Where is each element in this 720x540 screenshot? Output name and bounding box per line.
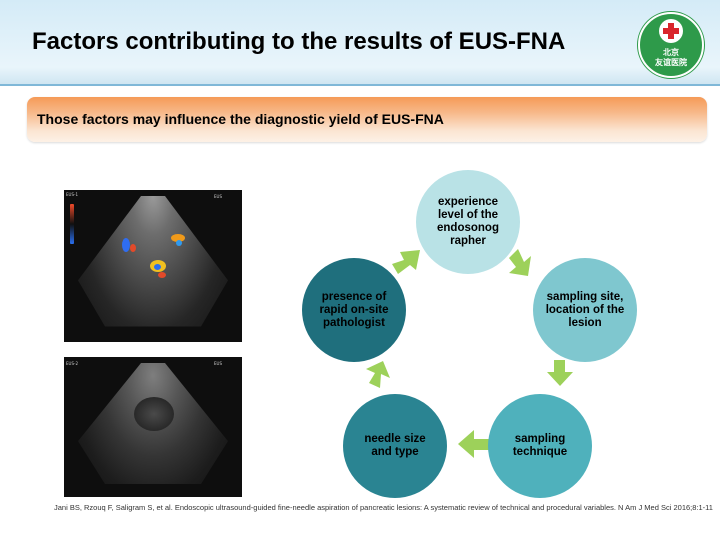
doppler-color-scale [70, 204, 74, 244]
doppler-blue-signal [176, 240, 182, 246]
us-parameter-text: EUS [214, 361, 222, 366]
slide-subtitle: Those factors may influence the diagnost… [37, 111, 444, 127]
eus-grayscale-image: EUS-2 EUS [64, 357, 242, 497]
slide-title: Factors contributing to the results of E… [32, 28, 566, 55]
factor-pathologist-label: presence of rapid on-site pathologist [319, 290, 389, 329]
arrow-technique-to-needle [458, 430, 490, 458]
factor-sampling-site-label: sampling site, location of the lesion [545, 290, 625, 329]
doppler-red-signal [130, 244, 136, 252]
header-divider [0, 84, 720, 86]
logo-text-line2: 友谊医院 [655, 58, 687, 67]
lesion-area [134, 397, 174, 431]
subtitle-bar: Those factors may influence the diagnost… [27, 97, 707, 142]
factor-pathologist-node: presence of rapid on-site pathologist [302, 258, 406, 362]
factor-needle-node: needle size and type [343, 394, 447, 498]
factor-technique-node: sampling technique [488, 394, 592, 498]
eus-doppler-image: EUS-1 EUS [64, 190, 242, 342]
red-cross-icon [659, 19, 683, 43]
factor-experience-label: experience level of the endosonog rapher [437, 196, 499, 247]
logo-text-line1: 北京 [663, 48, 679, 57]
arrow-presence-to-experience [392, 250, 420, 274]
doppler-blue-signal [154, 264, 161, 270]
us-header-text: EUS-2 [66, 361, 78, 366]
reference-citation: Jani BS, Rzouq F, Saligram S, et al. End… [54, 503, 713, 512]
hospital-logo: 北京 友谊医院 [638, 12, 704, 78]
factor-experience-node: experience level of the endosonog rapher [416, 170, 520, 274]
header-band [0, 0, 720, 84]
arrow-experience-to-site [509, 249, 531, 276]
factor-needle-label: needle size and type [364, 433, 426, 458]
doppler-orange-signal [171, 234, 185, 242]
doppler-red-signal [158, 272, 166, 278]
doppler-blue-signal [122, 238, 130, 252]
us-parameter-text: EUS [214, 194, 222, 199]
arrow-needle-to-presence [366, 361, 390, 388]
factor-technique-label: sampling technique [512, 433, 568, 458]
arrow-site-to-technique [547, 360, 573, 386]
factor-sampling-site-node: sampling site, location of the lesion [533, 258, 637, 362]
us-header-text: EUS-1 [66, 192, 78, 197]
